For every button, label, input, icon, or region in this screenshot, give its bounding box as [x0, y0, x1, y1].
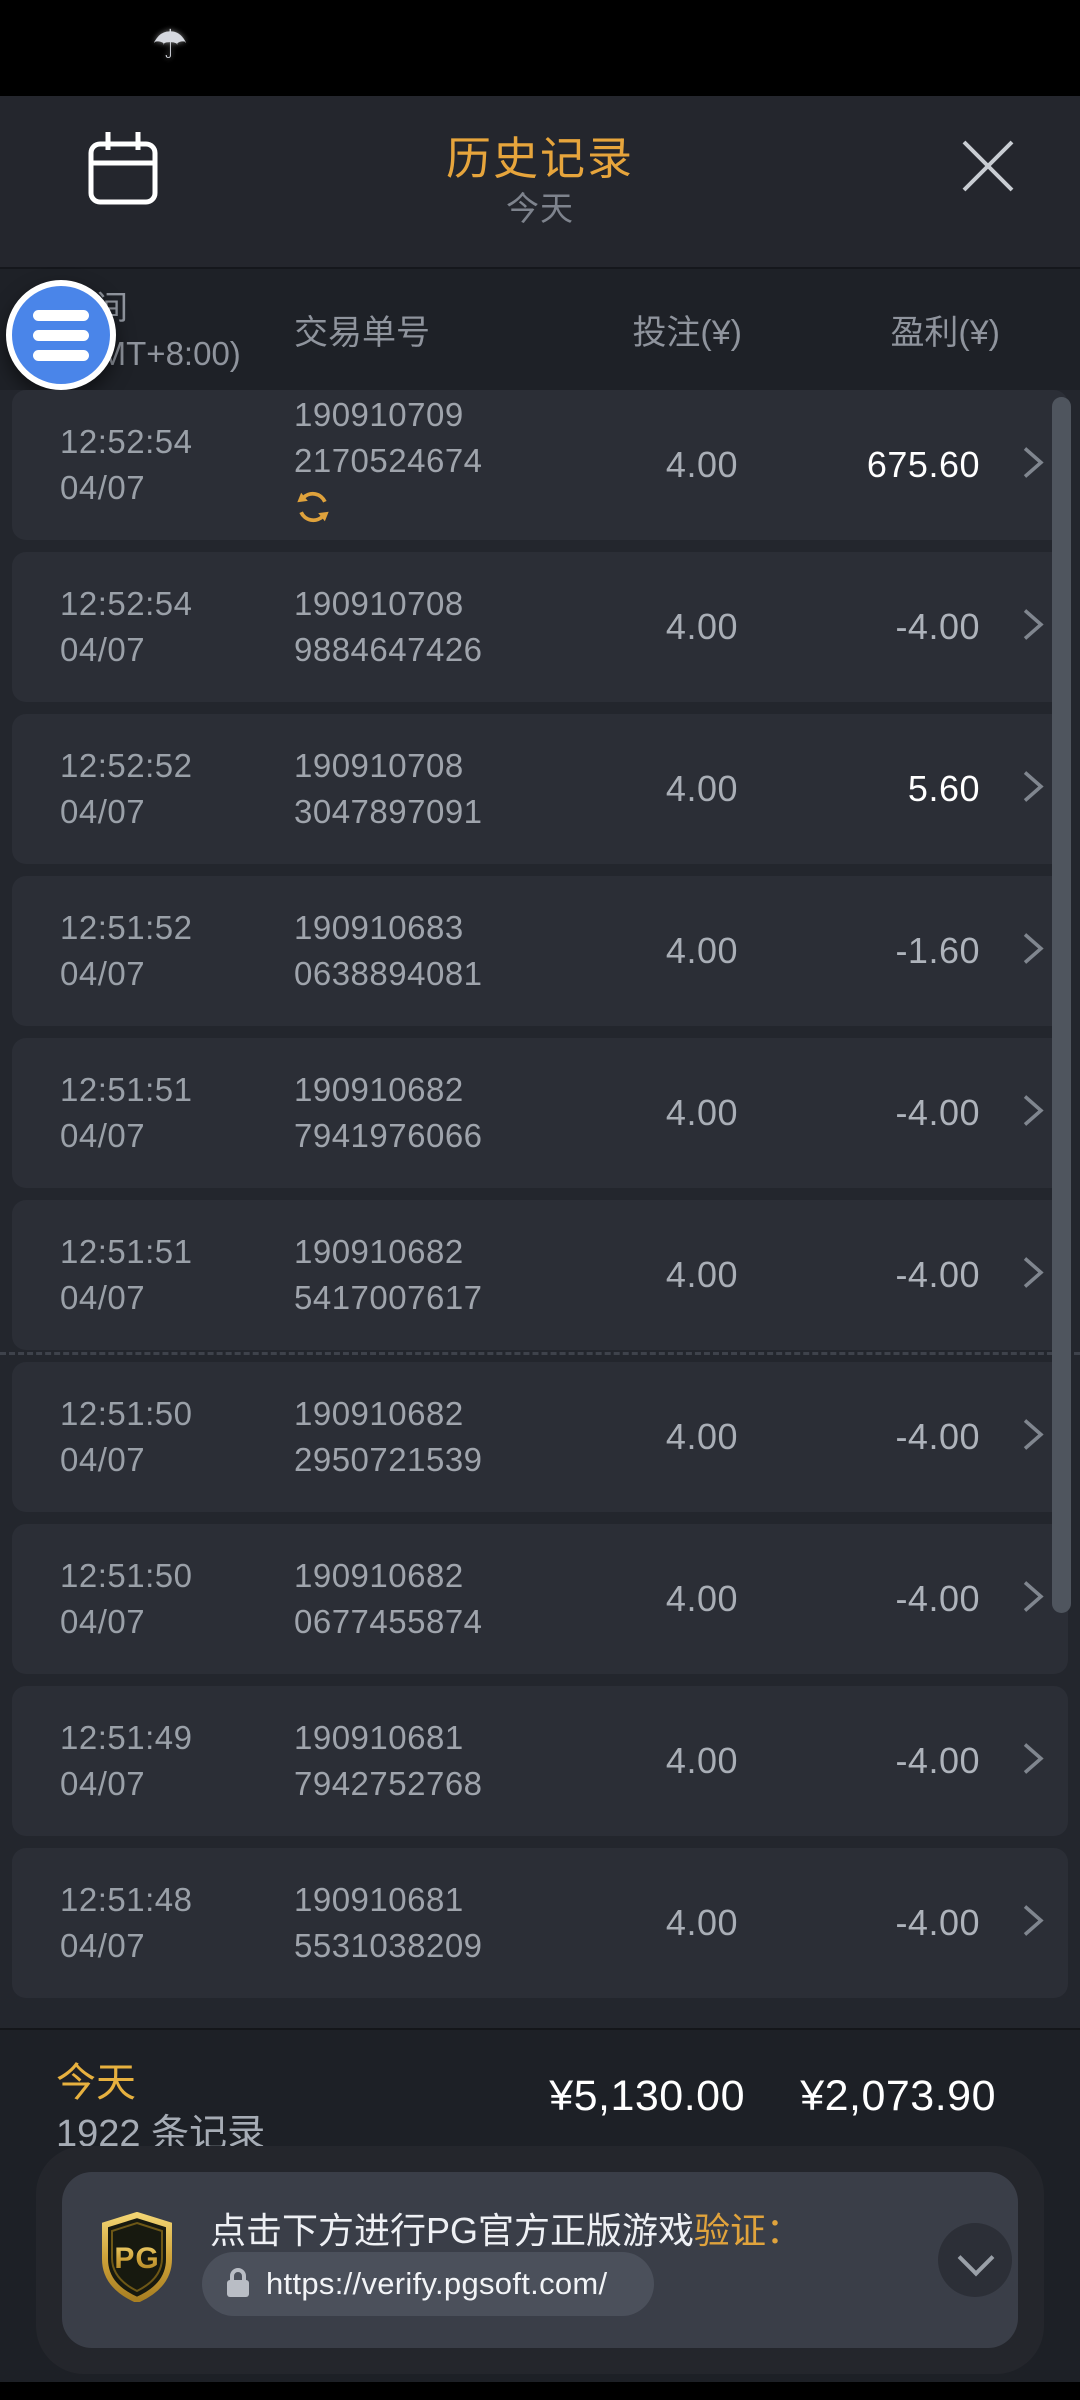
row-order-number: 190910681 5531038209: [294, 1881, 483, 1964]
pg-shield-logo: PG: [96, 2211, 178, 2307]
status-bar: ☂: [0, 0, 1080, 96]
hamburger-icon: [33, 309, 89, 321]
chevron-right-icon: [1020, 1577, 1046, 1622]
row-profit: 675.60: [866, 444, 980, 485]
promo-panel: PG 点击下方进行PG官方正版游戏验证： https://verify.pgso…: [62, 2172, 1018, 2348]
row-bet: 4.00: [665, 1254, 738, 1295]
summary-period: 今天: [56, 2061, 136, 2105]
table-row[interactable]: 12:52:54 04/07 190910709 2170524674 4.00 6…: [12, 390, 1068, 540]
promo-verify-link: 验证: [694, 2210, 767, 2251]
row-time: 12:52:52 04/07: [60, 747, 193, 830]
close-icon: [952, 140, 1024, 205]
table-row[interactable]: 12:51:48 04/07 190910681 5531038209 4.00 -…: [12, 1848, 1068, 1998]
row-profit: -4.00: [895, 1578, 980, 1619]
chevron-right-icon: [1020, 929, 1046, 974]
row-order-number: 190910682 5417007617: [294, 1233, 483, 1316]
chevron-right-icon: [1020, 767, 1046, 812]
row-order-number: 190910709 2170524674: [294, 392, 483, 538]
row-time: 12:52:54 04/07: [60, 423, 193, 506]
table-row[interactable]: 12:52:54 04/07 190910708 9884647426 4.00 -…: [12, 552, 1068, 702]
row-order-number: 190910682 0677455874: [294, 1557, 483, 1640]
row-profit: -4.00: [895, 606, 980, 647]
row-order-number: 190910683 0638894081: [294, 909, 483, 992]
chevron-right-icon: [1020, 1739, 1046, 1784]
row-time: 12:51:48 04/07: [60, 1881, 193, 1964]
row-time: 12:52:54 04/07: [60, 585, 193, 668]
column-bet: 投注(¥): [632, 314, 742, 352]
scrollbar-thumb[interactable]: [1052, 397, 1071, 1613]
summary-total-profit: ¥2,073.90: [800, 2072, 996, 2120]
umbrella-icon: ☂: [152, 23, 188, 67]
row-bet: 4.00: [665, 930, 738, 971]
row-bet: 4.00: [665, 768, 738, 809]
row-profit: -4.00: [895, 1740, 980, 1781]
calendar-icon: [84, 132, 162, 213]
chevron-right-icon: [1020, 1091, 1046, 1136]
svg-text:PG: PG: [114, 2242, 159, 2275]
table-row[interactable]: 12:51:50 04/07 190910682 2950721539 4.00 -…: [12, 1362, 1068, 1512]
page-subtitle: 今天: [506, 190, 574, 227]
row-time: 12:51:51 04/07: [60, 1233, 193, 1316]
chevron-right-icon: [1020, 1415, 1046, 1460]
column-order: 交易单号: [294, 314, 430, 352]
row-time: 12:51:50 04/07: [60, 1395, 193, 1478]
row-order-number: 190910682 7941976066: [294, 1071, 483, 1154]
summary-total-bet: ¥5,130.00: [549, 2072, 745, 2120]
row-time: 12:51:52 04/07: [60, 909, 193, 992]
row-order-number: 190910681 7942752768: [294, 1719, 483, 1802]
table-row[interactable]: 12:51:51 04/07 190910682 7941976066 4.00 -…: [12, 1038, 1068, 1188]
refresh-icon: [294, 488, 483, 538]
dashed-divider: [0, 1352, 1080, 1355]
row-bet: 4.00: [665, 1416, 738, 1457]
row-profit: 5.60: [907, 768, 980, 809]
promo-container: PG 点击下方进行PG官方正版游戏验证： https://verify.pgso…: [36, 2146, 1044, 2374]
history-list: 12:52:54 04/07 190910709 2170524674 4.00 6…: [0, 390, 1080, 2028]
column-profit: 盈利(¥): [890, 314, 1000, 352]
promo-text: 点击下方进行PG官方正版游戏验证：: [210, 2210, 803, 2251]
row-profit: -4.00: [895, 1092, 980, 1133]
table-row[interactable]: 12:51:51 04/07 190910682 5417007617 4.00 -…: [12, 1200, 1068, 1350]
page-title: 历史记录: [445, 133, 634, 184]
row-profit: -4.00: [895, 1902, 980, 1943]
promo-collapse-button[interactable]: [938, 2223, 1012, 2297]
chevron-down-icon: [957, 2239, 995, 2277]
row-time: 12:51:49 04/07: [60, 1719, 193, 1802]
close-button[interactable]: [952, 130, 1024, 202]
row-order-number: 190910708 3047897091: [294, 747, 483, 830]
row-bet: 4.00: [665, 1902, 738, 1943]
row-bet: 4.00: [665, 444, 738, 485]
chevron-right-icon: [1020, 443, 1046, 488]
menu-fab-button[interactable]: [6, 280, 116, 390]
table-row[interactable]: 12:51:49 04/07 190910681 7942752768 4.00 -…: [12, 1686, 1068, 1836]
header: 历史记录 今天: [0, 96, 1080, 267]
chevron-right-icon: [1020, 605, 1046, 650]
row-bet: 4.00: [665, 1740, 738, 1781]
calendar-button[interactable]: [84, 126, 162, 210]
row-order-number: 190910682 2950721539: [294, 1395, 483, 1478]
row-order-number: 190910708 9884647426: [294, 585, 483, 668]
chevron-right-icon: [1020, 1901, 1046, 1946]
table-row[interactable]: 12:52:52 04/07 190910708 3047897091 4.00 5…: [12, 714, 1068, 864]
bottom-nav-strip: [0, 2382, 1080, 2400]
row-profit: -4.00: [895, 1416, 980, 1457]
table-header: 时间 (GMT+8:00) 交易单号 投注(¥) 盈利(¥): [0, 267, 1080, 390]
summary-bar: 今天 1922 条记录 ¥5,130.00 ¥2,073.90: [0, 2028, 1080, 2382]
table-row[interactable]: 12:51:52 04/07 190910683 0638894081 4.00 -…: [12, 876, 1068, 1026]
chevron-right-icon: [1020, 1253, 1046, 1298]
row-profit: -4.00: [895, 1254, 980, 1295]
table-row[interactable]: 12:51:50 04/07 190910682 0677455874 4.00 -…: [12, 1524, 1068, 1674]
row-bet: 4.00: [665, 1092, 738, 1133]
verify-url-text: https://verify.pgsoft.com/: [266, 2266, 608, 2301]
verify-url-button[interactable]: https://verify.pgsoft.com/: [202, 2252, 654, 2316]
row-profit: -1.60: [895, 930, 980, 971]
row-bet: 4.00: [665, 606, 738, 647]
row-bet: 4.00: [665, 1578, 738, 1619]
row-time: 12:51:51 04/07: [60, 1071, 193, 1154]
row-time: 12:51:50 04/07: [60, 1557, 193, 1640]
lock-icon: [224, 2266, 252, 2303]
